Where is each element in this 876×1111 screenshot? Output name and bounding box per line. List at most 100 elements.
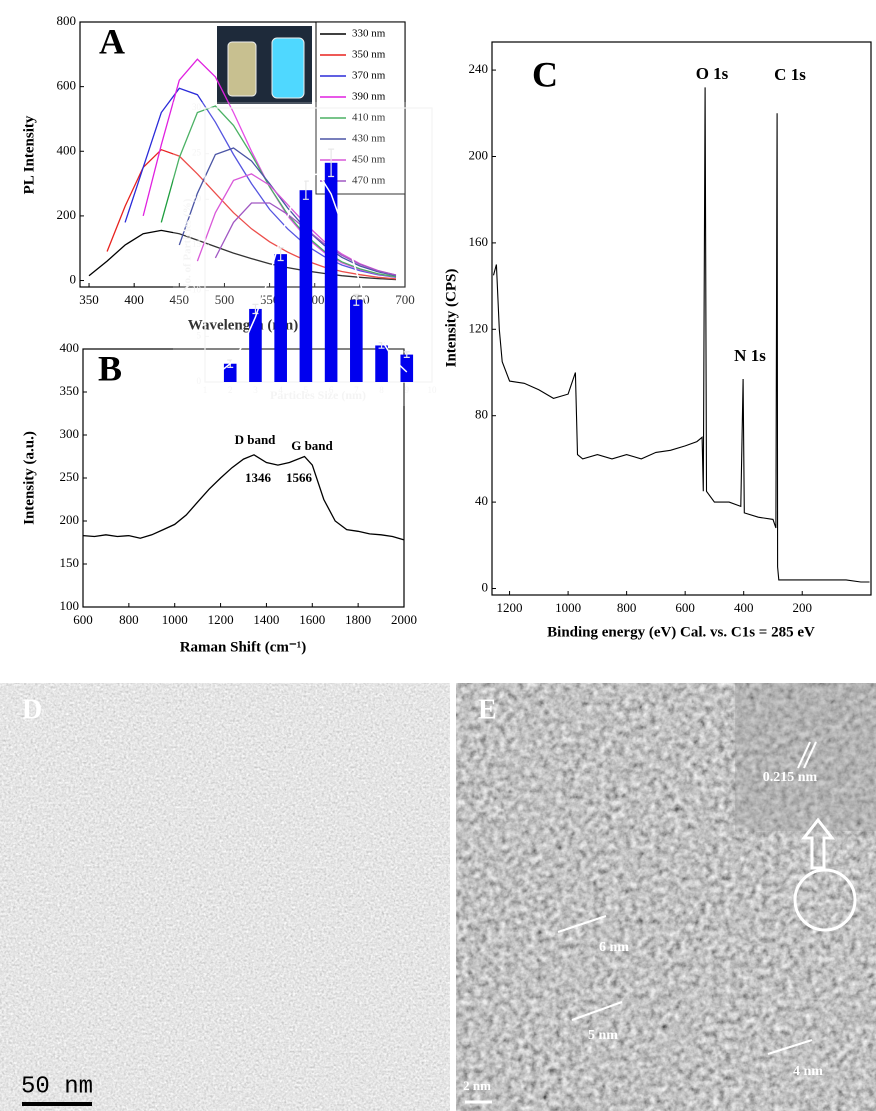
- annotation: N 1s: [734, 346, 766, 365]
- x-tick-label: 450: [170, 292, 190, 307]
- fit-curve: [217, 172, 408, 375]
- x-tick-label: 400: [734, 600, 754, 615]
- y-tick-label: 400: [57, 142, 77, 157]
- y-tick-label: 25: [192, 148, 202, 158]
- x-tick-label: 8: [379, 385, 384, 395]
- legend-label: 470 nm: [352, 175, 386, 187]
- panel-label: E: [478, 694, 497, 725]
- scale-bar-label: 50 nm: [21, 1073, 93, 1100]
- bar: [249, 308, 262, 382]
- y-tick-label: 20: [192, 193, 202, 203]
- x-tick-label: 800: [617, 600, 637, 615]
- data-line: [106, 148, 397, 280]
- y-tick-label: 30: [192, 102, 202, 112]
- annotation: 5 nm: [588, 1028, 618, 1043]
- x-tick-label: 600: [73, 612, 93, 627]
- bar: [400, 354, 414, 382]
- arrow: [800, 817, 836, 870]
- x-tick-label: 1800: [345, 612, 371, 627]
- bar: [350, 299, 363, 382]
- plot-frame: [491, 41, 872, 596]
- data-line: [160, 105, 397, 278]
- annotation: 1346: [245, 470, 272, 485]
- x-tick-label: 800: [119, 612, 139, 627]
- data-line: [492, 87, 870, 583]
- hrtem-image: [456, 683, 876, 1111]
- x-tick-label: 9: [405, 385, 410, 395]
- y-tick-label: 120: [469, 320, 489, 335]
- x-tick-label: 1: [203, 385, 208, 395]
- scale-bar-label: 2 nm: [463, 1078, 491, 1093]
- size-line: [557, 915, 607, 933]
- y-tick-label: 250: [60, 469, 80, 484]
- x-axis-label: Particles Size (nm): [270, 388, 366, 402]
- panel-label: A: [99, 21, 125, 61]
- particle-circle: [793, 868, 857, 932]
- data-line: [178, 147, 397, 277]
- x-tick-label: 500: [215, 292, 235, 307]
- panel-label: C: [532, 54, 558, 94]
- x-tick-label: 1200: [497, 600, 523, 615]
- x-tick-label: 600: [675, 600, 695, 615]
- annotation: C 1s: [774, 65, 806, 84]
- x-tick-label: 1600: [299, 612, 325, 627]
- legend-label: 390 nm: [352, 91, 386, 103]
- y-tick-label: 15: [192, 239, 202, 249]
- annotation: 1566: [286, 470, 313, 485]
- x-tick-label: 5: [304, 385, 309, 395]
- lattice-mark: [797, 741, 811, 769]
- tem-image: [0, 683, 450, 1111]
- error-bar: [328, 148, 335, 178]
- y-tick-label: 150: [60, 555, 80, 570]
- y-tick-label: 200: [60, 512, 80, 527]
- size-line: [767, 1039, 813, 1055]
- x-tick-label: 3: [253, 385, 258, 395]
- x-tick-label: 7: [354, 385, 359, 395]
- bar: [324, 162, 338, 382]
- legend-label: 430 nm: [352, 133, 386, 145]
- x-tick-label: 700: [395, 292, 415, 307]
- legend-label: 370 nm: [352, 70, 386, 82]
- data-line: [88, 229, 397, 281]
- legend-label: 330 nm: [352, 28, 386, 40]
- y-tick-label: 400: [60, 340, 80, 355]
- x-tick-label: 1200: [208, 612, 234, 627]
- y-tick-label: 200: [469, 147, 489, 162]
- y-tick-label: 600: [57, 78, 77, 93]
- y-axis-label: Intensity (CPS): [443, 269, 459, 368]
- y-tick-label: 0: [197, 376, 202, 386]
- x-tick-label: 6: [329, 385, 334, 395]
- bar: [375, 345, 388, 382]
- legend-label: 410 nm: [352, 112, 386, 124]
- bar: [223, 363, 237, 382]
- y-tick-label: 800: [57, 13, 77, 28]
- x-axis-label: Raman Shift (cm⁻¹): [180, 639, 307, 655]
- lattice-mark: [803, 741, 817, 769]
- x-tick-label: 4: [278, 385, 283, 395]
- annotation: G band: [291, 438, 333, 453]
- panel-label: D: [22, 694, 42, 725]
- x-tick-label: 2: [228, 385, 233, 395]
- inset-zoom: [735, 683, 876, 831]
- error-bar: [403, 351, 410, 358]
- y-tick-label: 10: [192, 285, 202, 295]
- legend-label: 450 nm: [352, 154, 386, 166]
- annotation: O 1s: [696, 64, 729, 83]
- y-tick-label: 0: [70, 272, 77, 287]
- x-tick-label: 10: [428, 385, 438, 395]
- y-tick-label: 350: [60, 383, 80, 398]
- x-tick-label: 350: [79, 292, 99, 307]
- x-tick-label: 1000: [162, 612, 188, 627]
- annotation: 4 nm: [793, 1064, 823, 1079]
- x-tick-label: 2000: [391, 612, 417, 627]
- vial: [227, 41, 257, 97]
- size-line: [571, 1001, 623, 1021]
- annotation: 0.215 nm: [763, 770, 818, 785]
- data-line: [124, 87, 397, 278]
- annotation: 6 nm: [599, 940, 629, 955]
- panel-label: B: [98, 348, 122, 388]
- x-axis-label: Binding energy (eV) Cal. vs. C1s = 285 e…: [547, 624, 815, 640]
- y-tick-label: 0: [482, 580, 489, 595]
